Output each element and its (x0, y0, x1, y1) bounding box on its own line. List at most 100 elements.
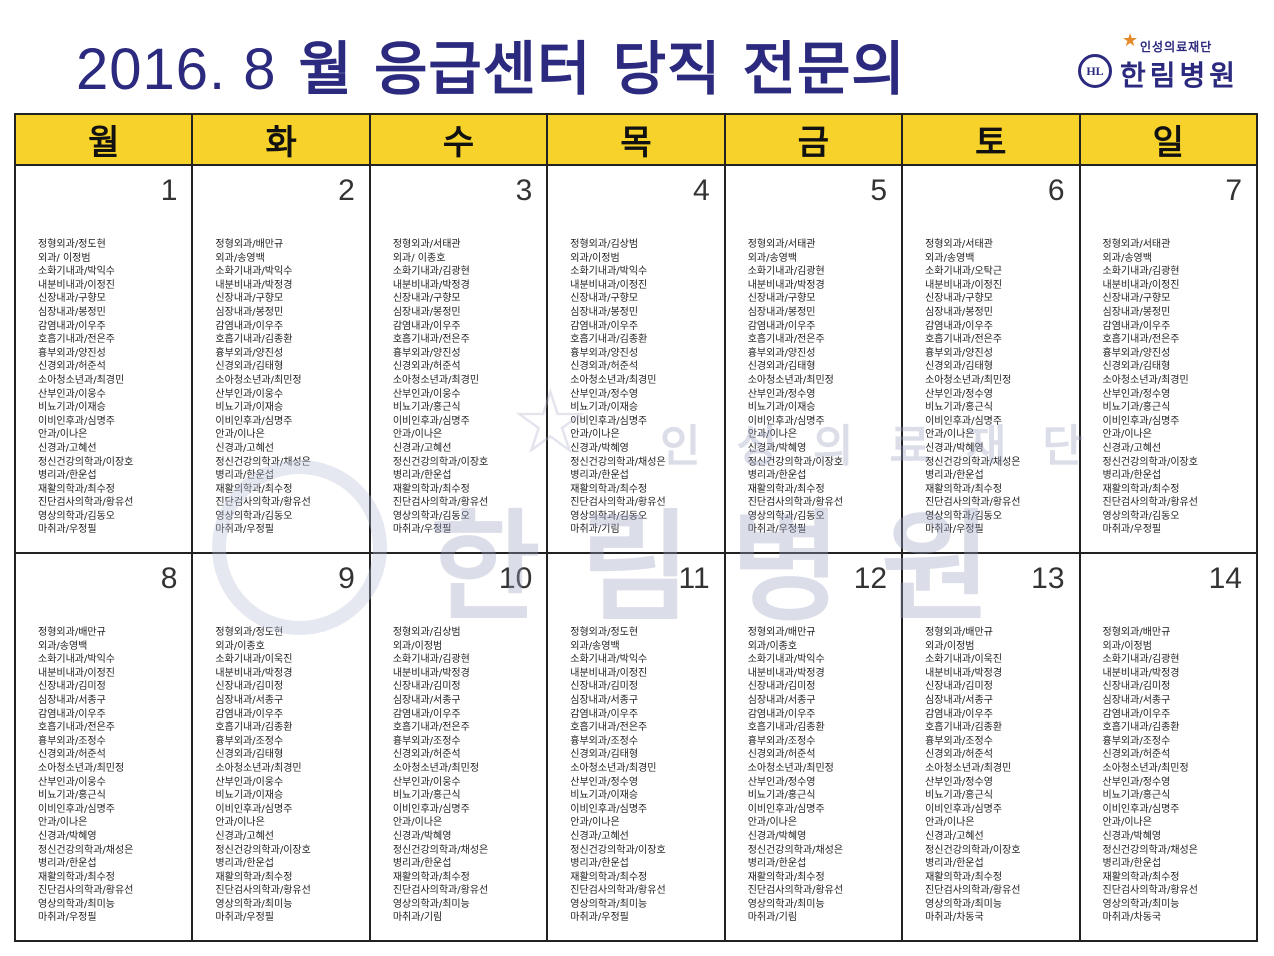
doctor-name: 박익수 (87, 266, 115, 278)
department: 신경과 (38, 442, 66, 454)
duty-entry: 비뇨기과/이재승 (570, 789, 665, 803)
separator: / (943, 429, 947, 441)
department: 소아청소년과 (38, 374, 94, 386)
duty-entry: 정형외과/서태관 (393, 238, 488, 252)
doctor-name: 최경민 (983, 762, 1012, 774)
separator: / (84, 722, 88, 734)
separator: / (429, 361, 434, 373)
doctor-name: 이나은 (946, 817, 975, 829)
day-cell: 8 정형외과/배만규 외과/송영백 소화기내과/박익수 내분비내과/이정진 신장내과/김미… (13, 552, 194, 942)
duty-entry: 정형외과/배만규 (925, 626, 1020, 640)
duty-entry: 병리과/한운섭 (925, 857, 1020, 871)
duty-entry: 영상의학과/최미능 (215, 898, 310, 912)
separator: / (65, 524, 69, 536)
department: 호흡기내과 (747, 722, 794, 734)
department: 소화기내과 (392, 266, 439, 278)
doctor-name: 조정수 (1142, 735, 1171, 747)
department: 신장내과 (38, 293, 75, 305)
doctor-name: 한운섭 (246, 858, 275, 870)
doctor-name: 구향모 (433, 293, 461, 305)
doctor-name: 이우주 (78, 708, 106, 720)
doctor-name: 김종환 (1151, 722, 1180, 734)
duty-entry: 병리과/한운섭 (925, 469, 1020, 483)
separator: / (989, 885, 993, 897)
duty-entry: 이비인후과/심명주 (393, 415, 488, 429)
doctor-name: 황유선 (992, 497, 1021, 509)
department: 마취과 (1102, 524, 1131, 536)
separator: / (429, 627, 434, 638)
department: 신장내과 (38, 681, 75, 693)
duty-entry: 영상의학과/최미능 (748, 898, 843, 912)
doctor-name: 심명주 (87, 803, 115, 815)
duty-entry: 신경과/고혜선 (215, 830, 310, 844)
doctor-name: 박혜영 (68, 830, 97, 842)
doctor-name: 배만규 (965, 627, 993, 638)
duty-entry: 내분비내과/이정진 (1103, 279, 1198, 293)
separator: / (989, 456, 993, 468)
department: 심장내과 (570, 694, 608, 706)
doctor-name: 황유선 (638, 885, 666, 897)
separator: / (607, 361, 611, 373)
doctor-name: 황유선 (815, 497, 844, 509)
doctor-name: 이우주 (255, 708, 284, 720)
department: 외과 (392, 640, 412, 652)
day-number: 12 (853, 562, 888, 595)
doctor-name: 구향모 (787, 293, 816, 305)
department: 진단검사의학과 (392, 885, 458, 897)
doctor-name: 이웅수 (255, 776, 284, 788)
doctor-name: 이웅수 (78, 388, 106, 400)
separator: / (102, 885, 106, 897)
doctor-name: 이나은 (946, 429, 975, 441)
duty-entry: 재활의학과/최수정 (1103, 871, 1198, 885)
duty-entry: 소화기내과/이욱진 (925, 653, 1020, 667)
doctor-name: 이종호 (414, 252, 446, 264)
separator: / (261, 334, 265, 346)
department: 호흡기내과 (392, 722, 439, 734)
separator: / (812, 456, 816, 468)
separator: / (775, 830, 779, 842)
doctor-name: 허준석 (78, 749, 106, 761)
separator: / (793, 722, 798, 734)
separator: / (793, 415, 798, 427)
doctor-name: 이나은 (592, 429, 620, 441)
duty-entry: 내분비내과/이정진 (38, 279, 133, 293)
doctor-name: 심명주 (619, 415, 648, 427)
doctor-name: 박혜영 (778, 442, 807, 454)
department: 신경외과 (392, 749, 430, 761)
doctor-name: 이웅수 (433, 388, 461, 400)
department: 호흡기내과 (215, 334, 262, 346)
doctor-name: 심명주 (619, 803, 648, 815)
department: 흉부외과 (38, 347, 75, 359)
doctor-name: 김상범 (610, 239, 639, 250)
doctor-name: 양진성 (255, 347, 284, 359)
doctor-name: 허준석 (1142, 749, 1171, 761)
duty-entry: 흉부외과/양진성 (38, 347, 133, 361)
doctor-name: 김태형 (255, 749, 284, 761)
duty-entry: 호흡기내과/전은주 (748, 333, 843, 347)
department: 호흡기내과 (38, 722, 84, 734)
separator: / (1130, 830, 1134, 842)
doctor-name: 김미정 (610, 681, 639, 693)
doctor-name: 이정진 (87, 279, 115, 291)
doctor-name: 황유선 (1170, 885, 1198, 897)
title-year-month: 2016. 8 (76, 37, 277, 102)
doctor-name: 이장호 (992, 844, 1021, 856)
separator: / (1148, 667, 1152, 679)
separator: / (438, 266, 443, 278)
separator: / (429, 708, 434, 720)
department: 신장내과 (215, 293, 253, 305)
duty-entry: 이비인후과/심명주 (570, 415, 665, 429)
separator: / (952, 442, 957, 454)
duty-entry: 정형외과/배만규 (215, 238, 310, 252)
department: 내분비내과 (38, 279, 84, 291)
separator: / (102, 844, 106, 856)
doctor-name: 심명주 (974, 803, 1003, 815)
doctor-name: 정수영 (787, 776, 816, 788)
duty-entry: 병리과/한운섭 (38, 857, 133, 871)
duty-entry: 병리과/한운섭 (1103, 857, 1198, 871)
department: 신장내과 (392, 293, 430, 305)
department: 정신건강의학과 (215, 456, 280, 468)
duty-entry: 이비인후과/심명주 (215, 803, 310, 817)
separator: / (252, 627, 256, 638)
weekday-header: 월 (13, 113, 194, 166)
